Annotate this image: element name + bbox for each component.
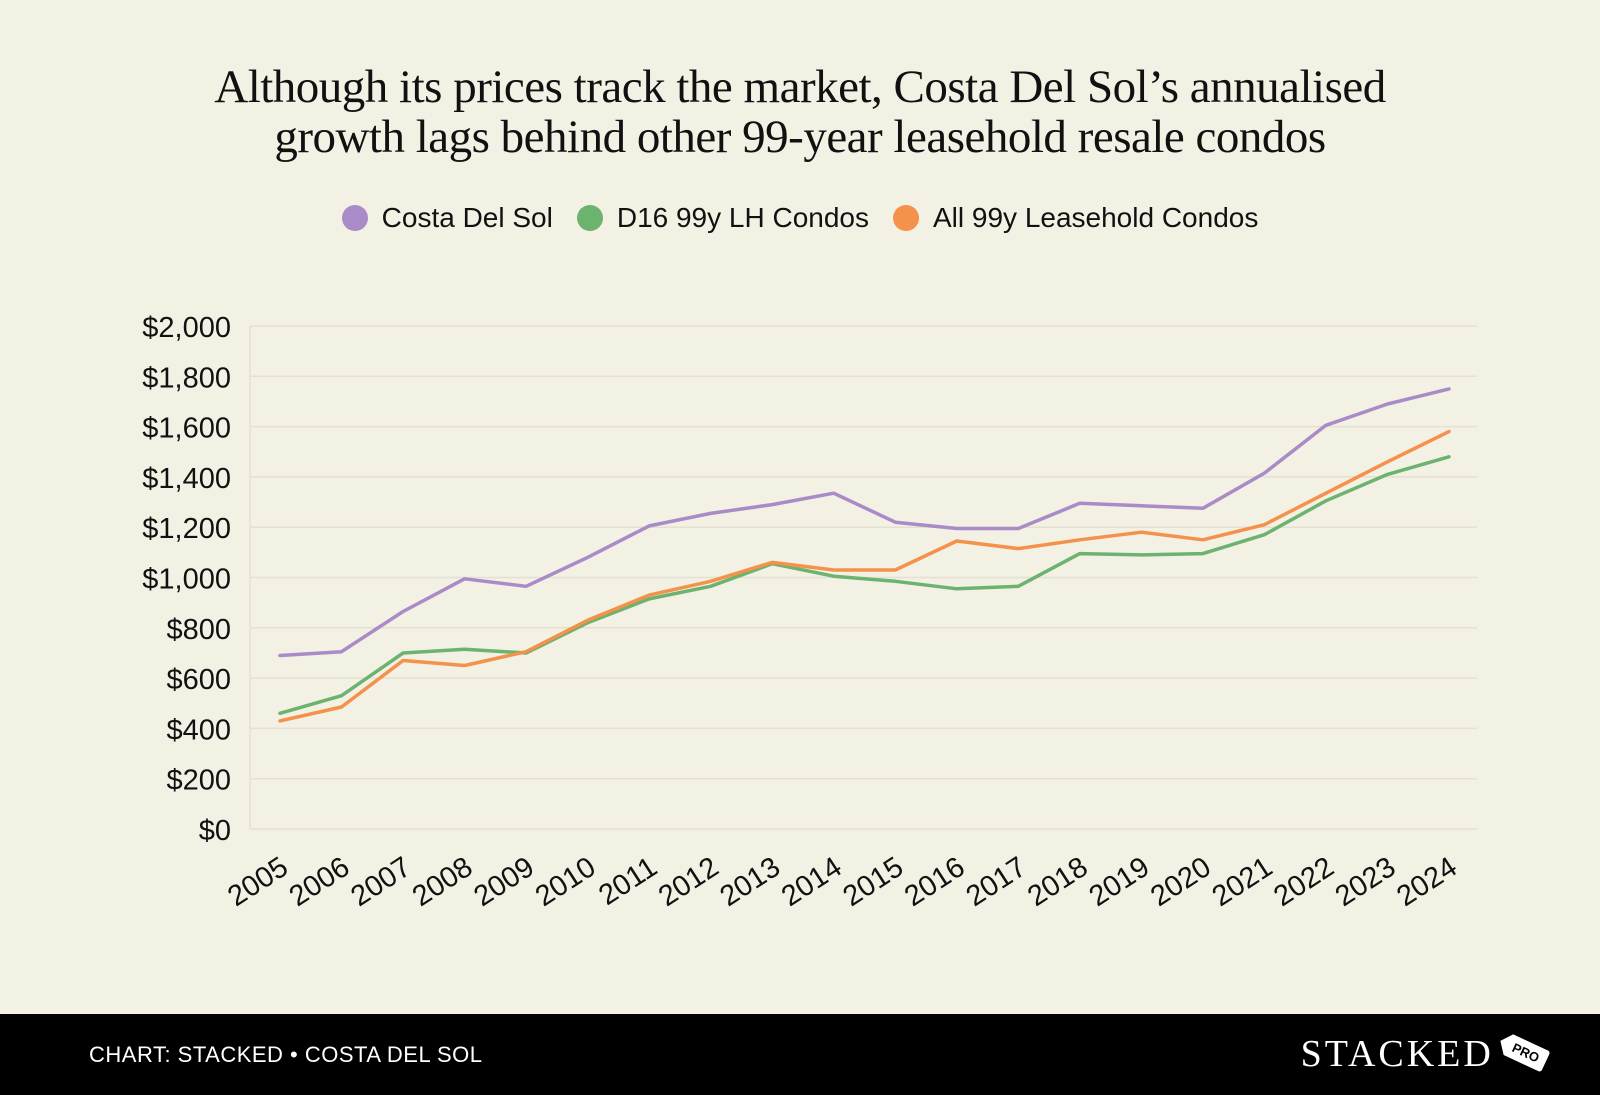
legend-label-costa-del-sol: Costa Del Sol — [381, 202, 553, 233]
y-tick-label: $1,000 — [142, 564, 231, 596]
chart-title-line-2: growth lags behind other 99-year leaseho… — [274, 111, 1326, 163]
x-tick-label: 2023 — [1330, 851, 1402, 913]
legend-label-d16-condos: D16 99y LH Condos — [616, 202, 869, 233]
line-chart: $0 $200 $400 $600 $800 $1,000 $1,200 $1,400 $1,6… — [142, 312, 1477, 913]
pro-tag-icon: PRO — [1495, 1030, 1550, 1072]
brand-logo[interactable]: STACKED PRO — [1301, 1032, 1548, 1076]
x-tick-label: 2011 — [593, 851, 663, 912]
chart-legend: Costa Del Sol D16 99y LH Condos All 99y … — [0, 202, 1600, 234]
x-tick-label: 2006 — [284, 851, 356, 913]
series-line-all-99y-leasehold-condos — [278, 429, 1451, 723]
legend-item-costa-del-sol[interactable]: Costa Del Sol — [341, 202, 553, 234]
y-tick-label: $400 — [166, 714, 231, 746]
y-tick-label: $600 — [166, 664, 231, 696]
x-tick-label: 2016 — [899, 851, 971, 913]
x-tick-label: 2009 — [468, 851, 540, 913]
legend-label-all-leasehold-condos: All 99y Leasehold Condos — [933, 202, 1259, 233]
chart-title-line-1: Although its prices track the market, Co… — [214, 61, 1386, 113]
y-tick-label: $1,200 — [142, 513, 231, 545]
x-tick-label: 2007 — [345, 851, 417, 913]
x-tick-label: 2022 — [1268, 851, 1340, 913]
x-tick-label: 2019 — [1084, 851, 1156, 913]
x-tick-label: 2010 — [530, 851, 602, 913]
chart-title: Although its prices track the market, Co… — [0, 62, 1600, 162]
x-tick-label: 2017 — [961, 851, 1033, 913]
y-tick-label: $0 — [199, 815, 231, 847]
series-line-costa-del-sol — [278, 387, 1451, 658]
y-tick-label: $1,600 — [142, 413, 231, 445]
y-tick-label: $800 — [166, 614, 231, 646]
x-tick-label: 2013 — [714, 851, 786, 913]
y-tick-label: $2,000 — [142, 312, 231, 344]
x-tick-label: 2012 — [653, 851, 725, 913]
series-line-d16-99y-lh-condos — [278, 455, 1451, 716]
y-tick-label: $1,400 — [142, 463, 231, 495]
x-tick-label: 2024 — [1391, 851, 1463, 913]
x-tick-label: 2021 — [1207, 851, 1279, 913]
x-tick-label: 2015 — [838, 851, 910, 913]
legend-item-all-leasehold-condos[interactable]: All 99y Leasehold Condos — [893, 202, 1258, 234]
x-tick-label: 2020 — [1145, 851, 1217, 913]
legend-marker-costa-del-sol — [341, 205, 368, 231]
legend-item-d16-condos[interactable]: D16 99y LH Condos — [576, 202, 869, 234]
footer-bar: CHART: STACKED • COSTA DEL SOL STACKED P… — [0, 1014, 1600, 1095]
x-tick-label: 2014 — [776, 851, 848, 913]
x-tick-label: 2008 — [407, 851, 479, 913]
x-tick-label: 2018 — [1022, 851, 1094, 913]
legend-marker-d16-condos — [576, 205, 603, 231]
legend-marker-all-leasehold-condos — [893, 205, 919, 231]
chart-source: CHART: STACKED • COSTA DEL SOL — [89, 1042, 483, 1067]
y-tick-label: $1,800 — [142, 362, 231, 394]
brand-wordmark: STACKED — [1300, 1033, 1494, 1075]
y-tick-label: $200 — [166, 765, 231, 797]
x-tick-label: 2005 — [222, 851, 294, 913]
